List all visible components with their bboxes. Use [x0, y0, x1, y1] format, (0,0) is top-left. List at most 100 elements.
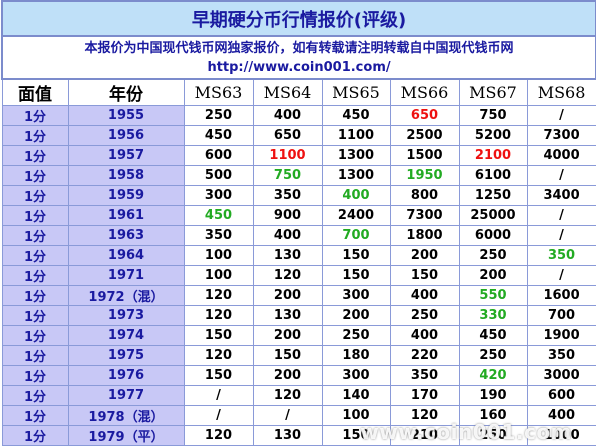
price-cell: 250	[321, 325, 391, 346]
price-cell: 330	[458, 305, 528, 326]
year-cell: 1956	[67, 125, 185, 146]
table-row: 1分 1976 150 200 300 350 420 3000	[1, 365, 596, 386]
price-cell: 400	[526, 405, 596, 426]
year-cell: 1973	[67, 305, 185, 326]
notice-text: 本报价为中国现代钱币网独家报价，如有转载请注明转载自中国现代钱币网	[84, 40, 514, 56]
price-cell: 250	[183, 105, 254, 126]
denomination-cell: 1分	[1, 425, 69, 446]
year-cell: 1961	[67, 205, 185, 226]
price-cell: /	[183, 385, 254, 406]
table-row: 1分 1963 350 400 700 1800 6000/	[1, 225, 596, 246]
price-cell: 700	[321, 225, 391, 246]
price-cell: 200	[321, 305, 391, 326]
price-cell: 650	[252, 125, 323, 146]
price-cell: 120	[183, 305, 254, 326]
price-cell: 25000	[458, 205, 528, 226]
header-grade-ms65: MS65	[321, 78, 391, 106]
price-cell: 350	[526, 345, 596, 366]
price-cell: 250	[458, 425, 528, 446]
price-cell: 1100	[321, 125, 391, 146]
table-row: 1分 1957 600 1100 1300 1500 2100 4000	[1, 145, 596, 166]
price-cell: 700	[526, 305, 596, 326]
denomination-cell: 1分	[1, 205, 69, 226]
price-cell: 750	[252, 165, 323, 186]
table-row: 1分 1958 500 750 1300 1950 6100/	[1, 165, 596, 186]
year-cell: 1959	[67, 185, 185, 206]
year-cell: 1971	[67, 265, 185, 286]
price-cell: /	[252, 405, 323, 426]
price-cell: 1300	[321, 145, 391, 166]
price-cell: 120	[252, 385, 323, 406]
price-cell: 350	[183, 225, 254, 246]
price-cell: /	[526, 225, 596, 246]
price-cell: 130	[252, 245, 323, 266]
price-cell: 2100	[458, 145, 528, 166]
page-title: 早期硬分币行情报价(评级)	[0, 0, 596, 37]
price-cell: 450	[183, 125, 254, 146]
copyright-notice: 本报价为中国现代钱币网独家报价，如有转载请注明转载自中国现代钱币网 http:/…	[0, 35, 596, 80]
price-cell: 450	[183, 205, 254, 226]
price-cell: 200	[252, 325, 323, 346]
table-row: 1分 1978（混） //100 120 160 400	[1, 405, 596, 426]
table-row: 1分 1955 250 400 450 650 750/	[1, 105, 596, 126]
price-cell: 4000	[526, 145, 596, 166]
price-cell: 120	[252, 265, 323, 286]
year-cell: 1964	[67, 245, 185, 266]
price-cell: 6100	[458, 165, 528, 186]
price-cell: 400	[252, 105, 323, 126]
price-cell: 6000	[458, 225, 528, 246]
year-cell: 1958	[67, 165, 185, 186]
price-cell: /	[526, 165, 596, 186]
price-cell: 1250	[458, 185, 528, 206]
price-cell: 120	[183, 345, 254, 366]
price-cell: 750	[458, 105, 528, 126]
table-row: 1分 1964 100 130 150 200 250 350	[1, 245, 596, 266]
year-cell: 1974	[67, 325, 185, 346]
table-row: 1分 1972（混） 120 200 300 400 550 1600	[1, 285, 596, 306]
site-url-link[interactable]: http://www.coin001.com/	[207, 59, 391, 75]
denomination-cell: 1分	[1, 365, 69, 386]
price-cell: 130	[252, 425, 323, 446]
price-cell: 120	[183, 285, 254, 306]
price-cell: /	[526, 105, 596, 126]
header-grade-ms67: MS67	[458, 78, 528, 106]
price-cell: 300	[321, 365, 391, 386]
price-cell: 350	[252, 185, 323, 206]
table-row: 1分 1977/120 140 170 190 600	[1, 385, 596, 406]
price-cell: 200	[458, 265, 528, 286]
price-cell: 1300	[321, 165, 391, 186]
price-cell: 1600	[526, 285, 596, 306]
table-row: 1分 1959 300 350 400 800 1250 3400	[1, 185, 596, 206]
price-cell: 1950	[389, 165, 460, 186]
header-grade-ms66: MS66	[389, 78, 460, 106]
price-cell: 190	[458, 385, 528, 406]
year-cell: 1957	[67, 145, 185, 166]
table-row: 1分 1974 150 200 250 400 450 1900	[1, 325, 596, 346]
price-cell: 400	[389, 285, 460, 306]
price-cell: 210	[389, 425, 460, 446]
price-cell: 400	[389, 325, 460, 346]
price-cell: 3400	[526, 185, 596, 206]
price-cell: 3000	[526, 365, 596, 386]
price-cell: 600	[183, 145, 254, 166]
year-cell: 1976	[67, 365, 185, 386]
price-cell: 100	[183, 265, 254, 286]
price-cell: /	[183, 405, 254, 426]
price-cell: 150	[183, 365, 254, 386]
denomination-cell: 1分	[1, 125, 69, 146]
price-cell: 250	[389, 305, 460, 326]
price-cell: /	[526, 205, 596, 226]
header-grade-ms63: MS63	[183, 78, 254, 106]
price-cell: 350	[389, 365, 460, 386]
denomination-cell: 1分	[1, 145, 69, 166]
header-denomination: 面值	[1, 78, 69, 106]
price-cell: 900	[252, 205, 323, 226]
price-cell: 600	[526, 385, 596, 406]
table-row: 1分 1975 120 150 180 220 250 350	[1, 345, 596, 366]
price-cell: 7300	[389, 205, 460, 226]
price-cell: 1500	[389, 145, 460, 166]
price-cell: 150	[321, 265, 391, 286]
price-cell: 150	[321, 425, 391, 446]
